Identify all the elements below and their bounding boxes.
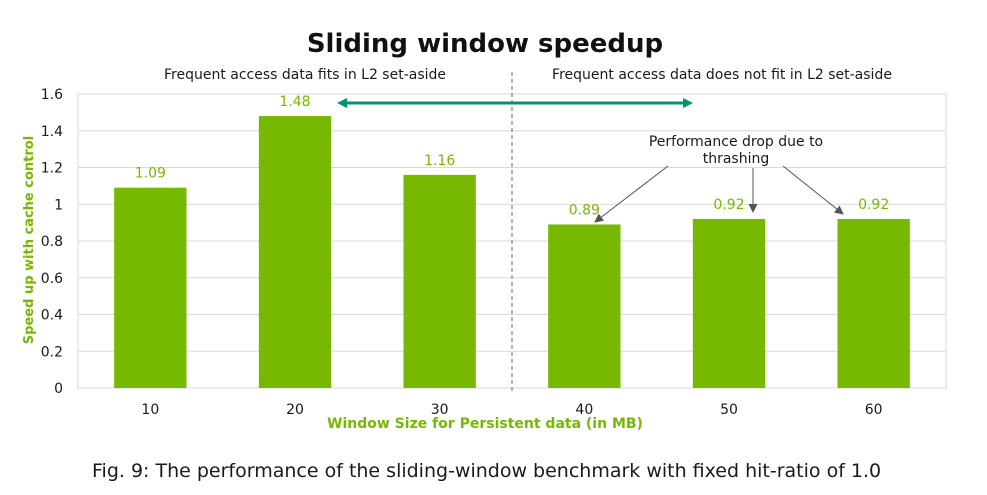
y-tick-label: 1.6: [41, 87, 63, 103]
y-tick-label: 0.8: [41, 234, 63, 250]
right-region-label: Frequent access data does not fit in L2 …: [552, 67, 892, 83]
bar: [403, 174, 476, 388]
data-label: 0.92: [858, 197, 889, 213]
y-axis-ticks: 0 0.2 0.4 0.6 0.8 1 1.2 1.4 1.6: [41, 87, 63, 397]
x-tick-label: 50: [720, 402, 738, 418]
x-tick-label: 20: [286, 402, 304, 418]
thrashing-note-line2: thrashing: [703, 151, 770, 167]
x-tick-label: 30: [431, 402, 449, 418]
bar: [258, 116, 332, 389]
bar: [548, 224, 621, 388]
bar: [692, 218, 766, 388]
left-region-label: Frequent access data fits in L2 set-asid…: [164, 67, 446, 83]
data-label: 0.92: [713, 197, 744, 213]
bar: [837, 218, 910, 388]
x-axis-label: Window Size for Persistent data (in MB): [327, 416, 643, 432]
y-tick-label: 0.2: [41, 344, 63, 360]
data-label: 1.48: [279, 94, 310, 110]
figure-caption: Fig. 9: The performance of the sliding-w…: [92, 460, 882, 482]
data-label: 1.09: [135, 166, 166, 182]
thrashing-arrow-60: [782, 165, 844, 215]
data-label: 0.89: [569, 202, 600, 218]
y-tick-label: 0.4: [41, 308, 63, 324]
bar: [114, 187, 187, 388]
bars: [114, 116, 910, 389]
bar-chart: Sliding window speedup 0 0.2 0.4 0.6 0.8 1 1.2…: [22, 29, 947, 432]
data-label: 1.16: [424, 153, 455, 169]
y-tick-label: 0: [54, 381, 63, 397]
chart-title: Sliding window speedup: [307, 29, 663, 59]
x-tick-label: 40: [575, 402, 593, 418]
y-tick-label: 1.4: [41, 124, 63, 140]
x-tick-label: 60: [865, 402, 883, 418]
thrashing-note-line1: Performance drop due to: [649, 134, 823, 150]
thrashing-arrow-40: [594, 165, 669, 223]
y-tick-label: 1.2: [41, 161, 63, 177]
x-axis-ticks: 10 20 30 40 50 60: [141, 402, 882, 418]
data-labels: 1.09 1.48 1.16 0.89 0.92 0.92: [135, 94, 890, 218]
y-tick-label: 1: [54, 197, 63, 213]
x-tick-label: 10: [141, 402, 159, 418]
y-tick-label: 0.6: [41, 271, 63, 287]
y-axis-label: Speed up with cache control: [22, 136, 37, 344]
